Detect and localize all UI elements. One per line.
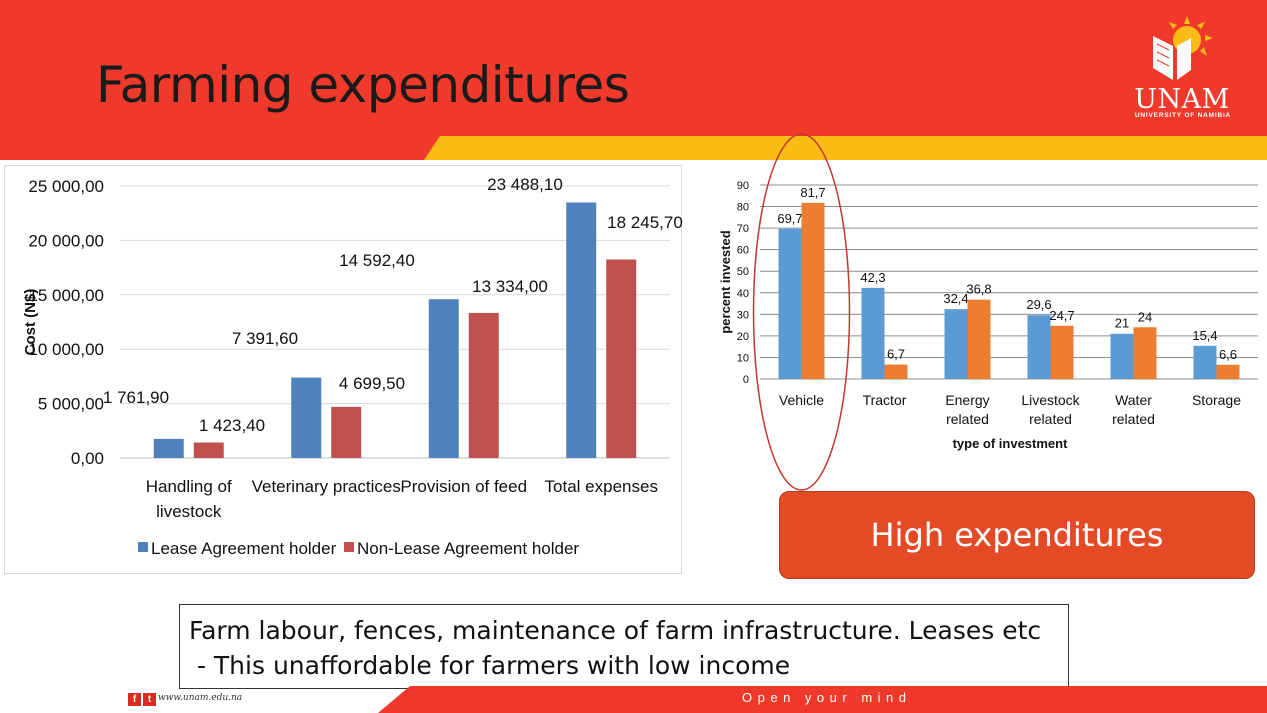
highlight-ellipse <box>752 133 851 491</box>
bar-series-1 <box>1193 345 1217 379</box>
y-tick-label: 90 <box>737 180 749 192</box>
data-label: 42,3 <box>860 270 885 285</box>
y-axis-title: percent invested <box>718 230 733 333</box>
page-title: Farming expenditures <box>96 56 630 114</box>
data-label: 36,8 <box>966 282 991 297</box>
callout-text: High expenditures <box>870 516 1164 554</box>
y-tick-label: 20 <box>737 331 749 343</box>
y-tick-label: 0 <box>743 374 749 386</box>
x-tick-label: related <box>1112 411 1155 427</box>
x-tick-label: Energy <box>945 392 989 408</box>
x-tick-label: Water <box>1115 392 1152 408</box>
data-label: 6,6 <box>1219 347 1237 362</box>
high-expenditures-callout: High expenditures <box>779 491 1255 579</box>
bar-series-2 <box>967 299 991 379</box>
x-tick-label: Livestock <box>1021 392 1080 408</box>
data-label: 6,7 <box>887 347 905 362</box>
data-label: 15,4 <box>1192 328 1217 343</box>
y-tick-label: 10 <box>737 352 749 364</box>
x-tick-label: Vehicle <box>779 392 824 408</box>
data-label: 69,7 <box>777 211 802 226</box>
y-tick-label: 30 <box>737 309 749 321</box>
bar-series-2 <box>1050 325 1074 379</box>
y-tick-label: 50 <box>737 266 749 278</box>
y-tick-label: 80 <box>737 202 749 214</box>
data-label: 81,7 <box>800 185 825 200</box>
cost-chart-panel <box>4 165 682 574</box>
bar-series-2 <box>884 364 908 379</box>
footer-band <box>378 686 1267 713</box>
bar-series-2 <box>1216 364 1240 379</box>
bar-series-2 <box>1133 327 1157 379</box>
note-line-1: Farm labour, fences, maintenance of farm… <box>189 616 1042 645</box>
logo-subtitle: UNIVERSITY OF NAMIBIA <box>1134 112 1232 119</box>
data-label: 21 <box>1115 316 1129 331</box>
twitter-icon[interactable]: t <box>143 693 156 706</box>
y-tick-label: 40 <box>737 288 749 300</box>
bar-series-1 <box>1027 315 1051 379</box>
bar-series-1 <box>1110 333 1134 379</box>
bar-series-1 <box>778 228 802 379</box>
header-band <box>0 0 1267 160</box>
note-box: Farm labour, fences, maintenance of farm… <box>179 604 1069 689</box>
data-label: 29,6 <box>1026 297 1051 312</box>
bar-series-1 <box>944 309 968 379</box>
y-tick-label: 60 <box>737 245 749 257</box>
footer-tagline: Open your mind <box>742 690 912 705</box>
logo-wordmark: UNAM <box>1134 84 1230 115</box>
note-line-2: - This unaffordable for farmers with low… <box>189 651 791 680</box>
bar-series-2 <box>801 202 825 379</box>
facebook-icon[interactable]: f <box>128 693 141 706</box>
x-tick-label: Tractor <box>863 392 907 408</box>
unam-logo-icon <box>1153 16 1213 80</box>
x-tick-label: related <box>1029 411 1072 427</box>
data-label: 32,4 <box>943 291 968 306</box>
data-label: 24 <box>1138 309 1152 324</box>
x-axis-title: type of investment <box>953 436 1069 451</box>
bar-series-1 <box>861 287 885 379</box>
data-label: 24,7 <box>1049 308 1074 323</box>
footer-website[interactable]: www.unam.edu.na <box>158 693 243 703</box>
x-tick-label: Storage <box>1192 392 1241 408</box>
y-tick-label: 70 <box>737 223 749 235</box>
x-tick-label: related <box>946 411 989 427</box>
